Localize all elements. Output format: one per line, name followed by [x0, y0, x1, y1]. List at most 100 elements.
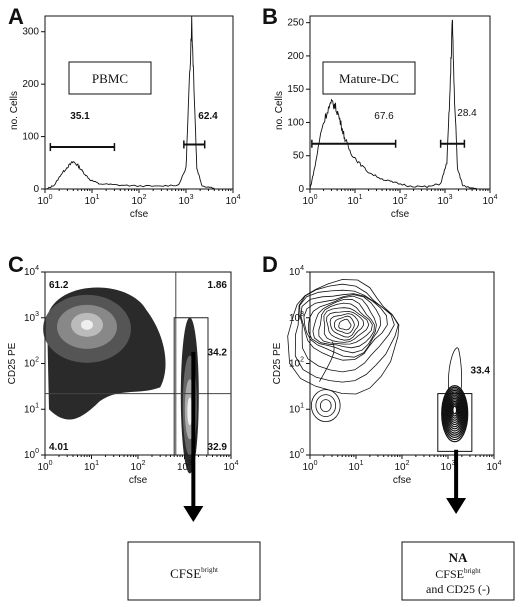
- contour-line: [319, 399, 332, 413]
- gate-value: 67.6: [374, 111, 394, 122]
- arrow-head: [183, 506, 204, 522]
- d-result-line1: CFSEbright: [435, 567, 480, 581]
- x-tick-label: 103: [440, 460, 455, 473]
- y-tick-label: 200: [22, 79, 39, 90]
- contour-line: [312, 298, 375, 349]
- arrow-head: [446, 498, 467, 514]
- y-tick-label: 101: [289, 402, 304, 415]
- y-tick-label: 50: [293, 151, 305, 162]
- y-tick-label: 200: [287, 51, 304, 62]
- x-tick-label: 104: [482, 194, 497, 207]
- population-label-box: [322, 61, 416, 95]
- x-tick-label: 103: [177, 460, 192, 473]
- gate-value: 28.4: [457, 108, 477, 119]
- contour-line: [447, 397, 462, 426]
- y-tick-label: 102: [24, 357, 39, 370]
- x-tick-label: 104: [486, 460, 501, 473]
- x-tick-label: 100: [302, 460, 317, 473]
- panel-b-histogram: 100 101 102 103 104 cfse 0 50 100 150 200 250 no. Ce…: [274, 15, 498, 220]
- contour-line: [329, 313, 360, 338]
- contour-line: [452, 405, 458, 415]
- x-tick-label: 100: [37, 194, 52, 207]
- population-label: PBMC: [92, 71, 128, 86]
- quadrant-value: 1.86: [208, 280, 228, 291]
- panel-letter-b: B: [262, 4, 278, 29]
- y-tick-label: 100: [289, 448, 304, 461]
- x-tick-label: 102: [394, 460, 409, 473]
- y-tick-label: 100: [24, 448, 39, 461]
- contour-line: [338, 318, 352, 331]
- y-tick-label: 104: [24, 265, 39, 278]
- y-tick-label: 100: [287, 117, 304, 128]
- y-tick-label: 0: [33, 184, 39, 195]
- y-tick-label: 250: [287, 18, 304, 29]
- y-tick-label: 0: [298, 184, 304, 195]
- panel-letter-a: A: [8, 4, 24, 29]
- x-tick-label: 100: [37, 460, 52, 473]
- contour-line: [448, 399, 461, 423]
- contour-line: [333, 315, 355, 334]
- contour-line: [442, 388, 467, 438]
- x-axis-label: cfse: [129, 475, 148, 486]
- contour-line: [315, 394, 337, 418]
- y-tick-label: 102: [289, 357, 304, 370]
- panel-letter-d: D: [262, 252, 278, 277]
- panel-letter-c: C: [8, 252, 24, 277]
- quadrant-value: 32.9: [208, 442, 228, 453]
- gate-value: 33.4: [471, 366, 491, 377]
- c-result-label: CFSEbright: [170, 566, 218, 581]
- contour-line: [443, 389, 466, 436]
- x-tick-label: 103: [178, 194, 193, 207]
- y-axis-label: CD25 PE: [7, 342, 18, 384]
- x-tick-label: 101: [84, 460, 99, 473]
- contour-line: [450, 402, 459, 419]
- x-tick-label: 100: [302, 194, 317, 207]
- y-tick-label: 103: [24, 311, 39, 324]
- panel-d-contour-plot: 100 101 102 103 104 cfse 100 101 102 103 104 CD25 P…: [272, 265, 502, 514]
- y-tick-label: 300: [22, 27, 39, 38]
- contour-line: [294, 283, 399, 383]
- panel-c-density-plot: 100 101 102 103 104 cfse 100 101 102 103 104 CD25 P…: [7, 265, 239, 522]
- x-tick-label: 101: [84, 194, 99, 207]
- y-axis-label: CD25 PE: [272, 342, 283, 384]
- quadrant-value: 61.2: [49, 280, 69, 291]
- gate-rectangle: [173, 317, 209, 456]
- population-label-box: [68, 61, 152, 95]
- contour-line: [446, 394, 464, 430]
- contour-line: [319, 341, 335, 382]
- x-tick-label: 104: [225, 194, 240, 207]
- contour-line: [326, 310, 365, 341]
- x-tick-label: 101: [348, 460, 363, 473]
- y-axis-label: no. Cells: [9, 91, 20, 130]
- contour-line: [451, 403, 459, 417]
- contour-line: [447, 396, 463, 428]
- population-label: Mature-DC: [339, 71, 399, 86]
- x-tick-label: 104: [223, 460, 238, 473]
- contour-line: [323, 307, 370, 343]
- contour-line: [303, 294, 382, 358]
- quadrant-value: 4.01: [49, 442, 69, 453]
- contour-line: [441, 385, 469, 443]
- contour-line: [444, 391, 465, 434]
- x-tick-label: 101: [347, 194, 362, 207]
- x-axis-label: cfse: [391, 209, 410, 220]
- density-core: [187, 397, 193, 426]
- contour-line: [310, 389, 341, 423]
- contour-line: [287, 279, 400, 395]
- x-tick-label: 103: [437, 194, 452, 207]
- d-result-box: NA CFSEbright and CD25 (-): [401, 541, 515, 601]
- contour-line: [318, 302, 373, 345]
- y-tick-label: 100: [22, 132, 39, 143]
- gate-value: 62.4: [198, 111, 218, 122]
- contour-line: [449, 400, 460, 421]
- x-tick-label: 102: [130, 460, 145, 473]
- y-tick-label: 103: [289, 311, 304, 324]
- x-axis-label: cfse: [130, 209, 149, 220]
- contour-line: [307, 295, 377, 354]
- x-tick-label: 102: [131, 194, 146, 207]
- x-tick-label: 102: [392, 194, 407, 207]
- contour-line: [299, 289, 395, 373]
- y-tick-label: 101: [24, 402, 39, 415]
- y-axis-label: no. Cells: [274, 91, 285, 130]
